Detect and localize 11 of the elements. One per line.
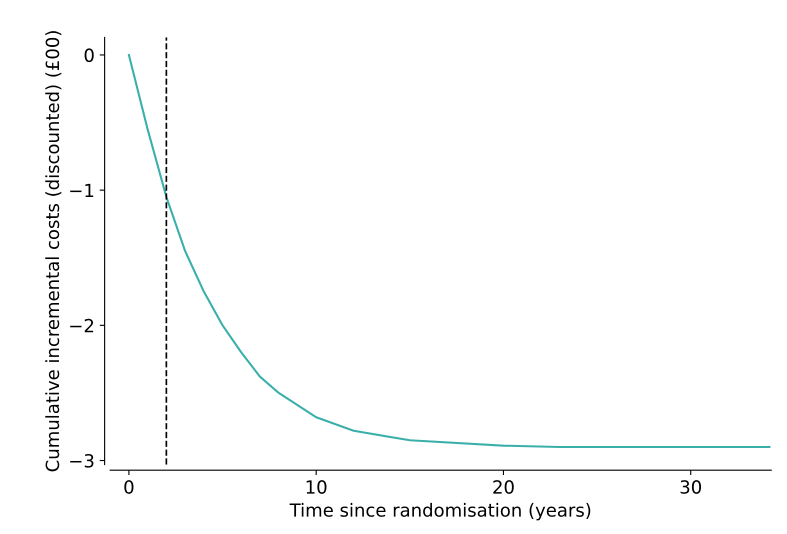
x-tick-label: 10 <box>306 480 326 494</box>
x-tick-label: 20 <box>493 480 514 494</box>
y-tick-label: −2 <box>70 318 94 332</box>
x-axis-title: Time since randomisation (years) <box>290 502 590 520</box>
x-tick-label: 30 <box>680 480 702 494</box>
line-series <box>128 54 770 448</box>
y-tick-label: −3 <box>70 454 94 468</box>
y-tick-label: −1 <box>70 184 94 198</box>
y-tick-label: 0 <box>84 48 94 62</box>
y-axis-title: Cumulative incremental costs (discounted) (£00) <box>45 31 62 472</box>
x-tick-label: 0 <box>124 480 134 494</box>
